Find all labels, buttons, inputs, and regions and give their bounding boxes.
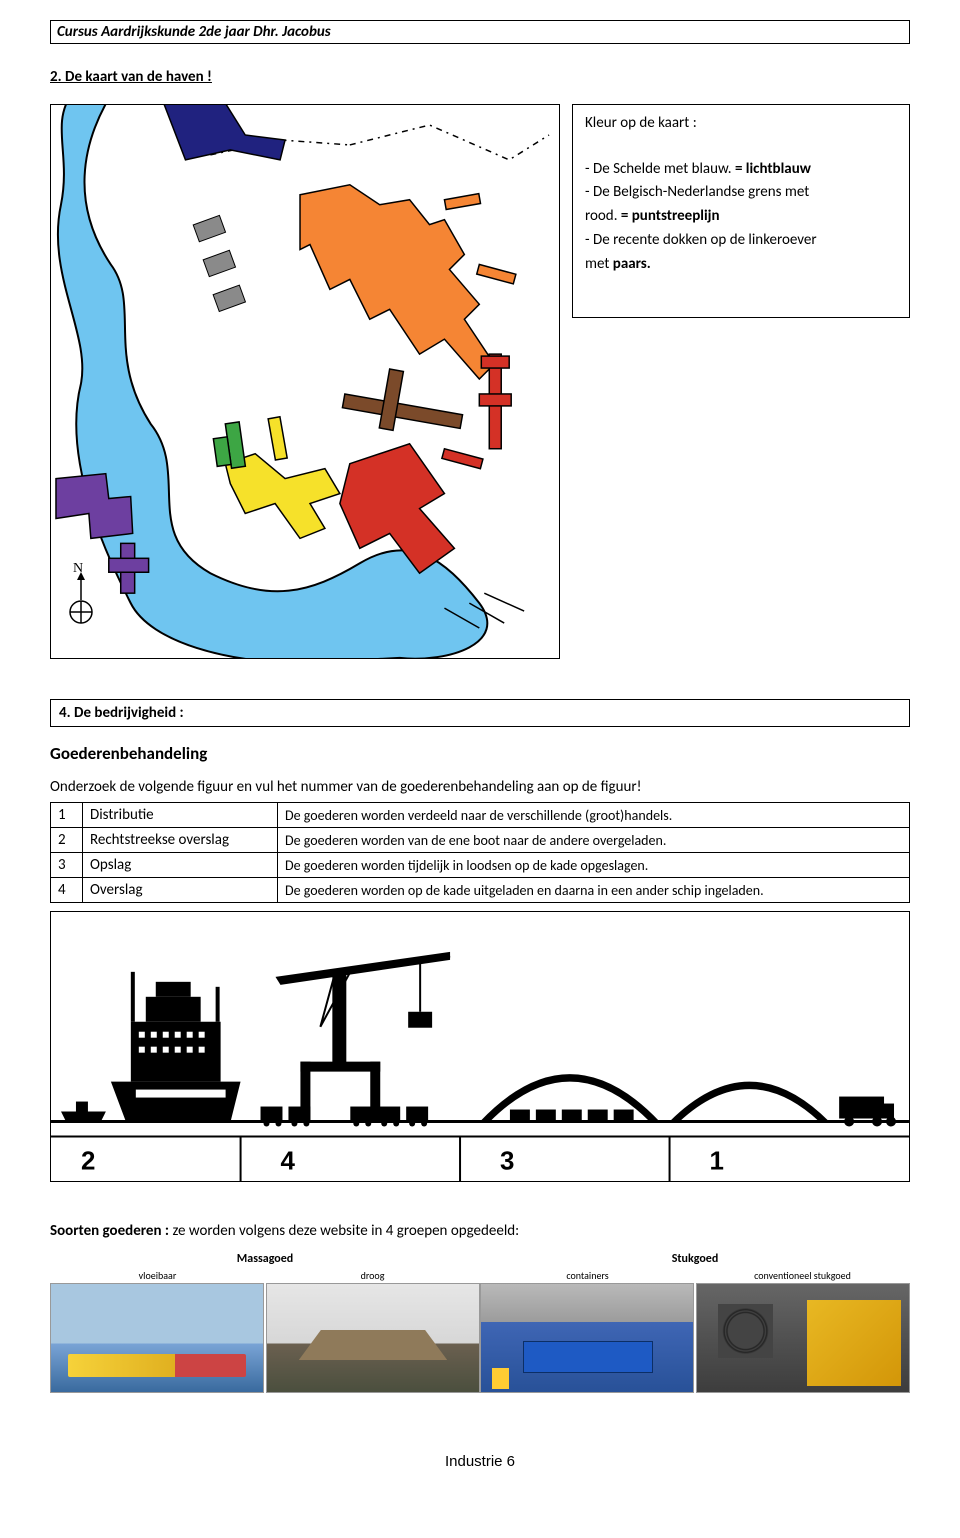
harbor-map: N bbox=[50, 104, 560, 659]
page-header: Cursus Aardrijkskunde 2de jaar Dhr. Jaco… bbox=[50, 20, 910, 44]
goods-group-stukgoed: Stukgoed containers conventioneel stukgo… bbox=[480, 1250, 910, 1393]
instr-5a: met bbox=[585, 255, 613, 273]
instr-1b: = lichtblauw bbox=[735, 160, 811, 178]
goods-sub-conventioneel: conventioneel stukgoed bbox=[695, 1268, 910, 1283]
cell-num: 3 bbox=[51, 853, 83, 878]
instr-5b: paars. bbox=[613, 255, 651, 273]
table-row: 4OverslagDe goederen worden op de kade u… bbox=[51, 878, 910, 903]
goods-row: Massagoed vloeibaar droog Stukgoed conta… bbox=[50, 1250, 910, 1393]
instr-3b: = puntstreeplijn bbox=[621, 207, 720, 225]
goods-sub-containers: containers bbox=[480, 1268, 695, 1283]
img-droog bbox=[266, 1283, 480, 1393]
cell-term: Distributie bbox=[83, 803, 278, 828]
table-row: 3OpslagDe goederen worden tijdelijk in l… bbox=[51, 853, 910, 878]
img-vloeibaar bbox=[50, 1283, 264, 1393]
instr-line-4: - De recente dokken op de linkeroever bbox=[585, 230, 897, 252]
goods-group-massagoed: Massagoed vloeibaar droog bbox=[50, 1250, 480, 1393]
exercise-intro: Onderzoek de volgende figuur en vul het … bbox=[50, 778, 910, 796]
port-operations-figure: 2 4 3 1 bbox=[50, 911, 910, 1182]
instr-line-5: met paars. bbox=[585, 254, 897, 276]
cell-num: 4 bbox=[51, 878, 83, 903]
goods-sub-droog: droog bbox=[265, 1268, 480, 1283]
goods-header-2: Stukgoed bbox=[480, 1250, 910, 1268]
instructions-heading: Kleur op de kaart : bbox=[585, 113, 897, 135]
fig-label-3: 1 bbox=[709, 1147, 723, 1175]
soorten-post: ze worden volgens deze website in 4 groe… bbox=[172, 1222, 519, 1240]
goods-sub-vloeibaar: vloeibaar bbox=[50, 1268, 265, 1283]
cell-num: 2 bbox=[51, 828, 83, 853]
table-row: 1DistributieDe goederen worden verdeeld … bbox=[51, 803, 910, 828]
img-containers bbox=[480, 1283, 694, 1393]
page-footer: Industrie 6 bbox=[50, 1453, 910, 1470]
fig-label-0: 2 bbox=[81, 1147, 95, 1175]
img-conventioneel bbox=[696, 1283, 910, 1393]
goods-types-intro: Soorten goederen : ze worden volgens dez… bbox=[50, 1222, 910, 1240]
cell-desc: De goederen worden verdeeld naar de vers… bbox=[278, 803, 910, 828]
soorten-pre: Soorten goederen : bbox=[50, 1222, 172, 1240]
subheading-goederen: Goederenbehandeling bbox=[50, 743, 910, 764]
map-instructions: Kleur op de kaart : - De Schelde met bla… bbox=[572, 104, 910, 318]
cell-term: Overslag bbox=[83, 878, 278, 903]
table-row: 2Rechtstreekse overslagDe goederen worde… bbox=[51, 828, 910, 853]
fig-label-1: 4 bbox=[280, 1147, 295, 1175]
section-4-title: 4. De bedrijvigheid : bbox=[50, 699, 910, 727]
cell-desc: De goederen worden op de kade uitgeladen… bbox=[278, 878, 910, 903]
cell-term: Rechtstreekse overslag bbox=[83, 828, 278, 853]
cell-term: Opslag bbox=[83, 853, 278, 878]
fig-label-2: 3 bbox=[500, 1147, 514, 1175]
goods-header-1: Massagoed bbox=[50, 1250, 480, 1268]
instr-1a: - De Schelde met blauw. bbox=[585, 160, 735, 178]
section-2-title: 2. De kaart van de haven ! bbox=[50, 68, 910, 86]
instr-line-1: - De Schelde met blauw. = lichtblauw bbox=[585, 159, 897, 181]
cell-desc: De goederen worden tijdelijk in loodsen … bbox=[278, 853, 910, 878]
cell-num: 1 bbox=[51, 803, 83, 828]
map-and-instructions-row: N Kleur op de kaart : - De Schelde met b… bbox=[50, 104, 910, 659]
instr-3a: rood. bbox=[585, 207, 621, 225]
definitions-table: 1DistributieDe goederen worden verdeeld … bbox=[50, 802, 910, 903]
compass-icon: N bbox=[61, 558, 101, 628]
harbor-map-svg bbox=[51, 105, 559, 658]
cell-desc: De goederen worden van de ene boot naar … bbox=[278, 828, 910, 853]
instr-line-3: rood. = puntstreeplijn bbox=[585, 206, 897, 228]
instr-line-2: - De Belgisch-Nederlandse grens met bbox=[585, 182, 897, 204]
